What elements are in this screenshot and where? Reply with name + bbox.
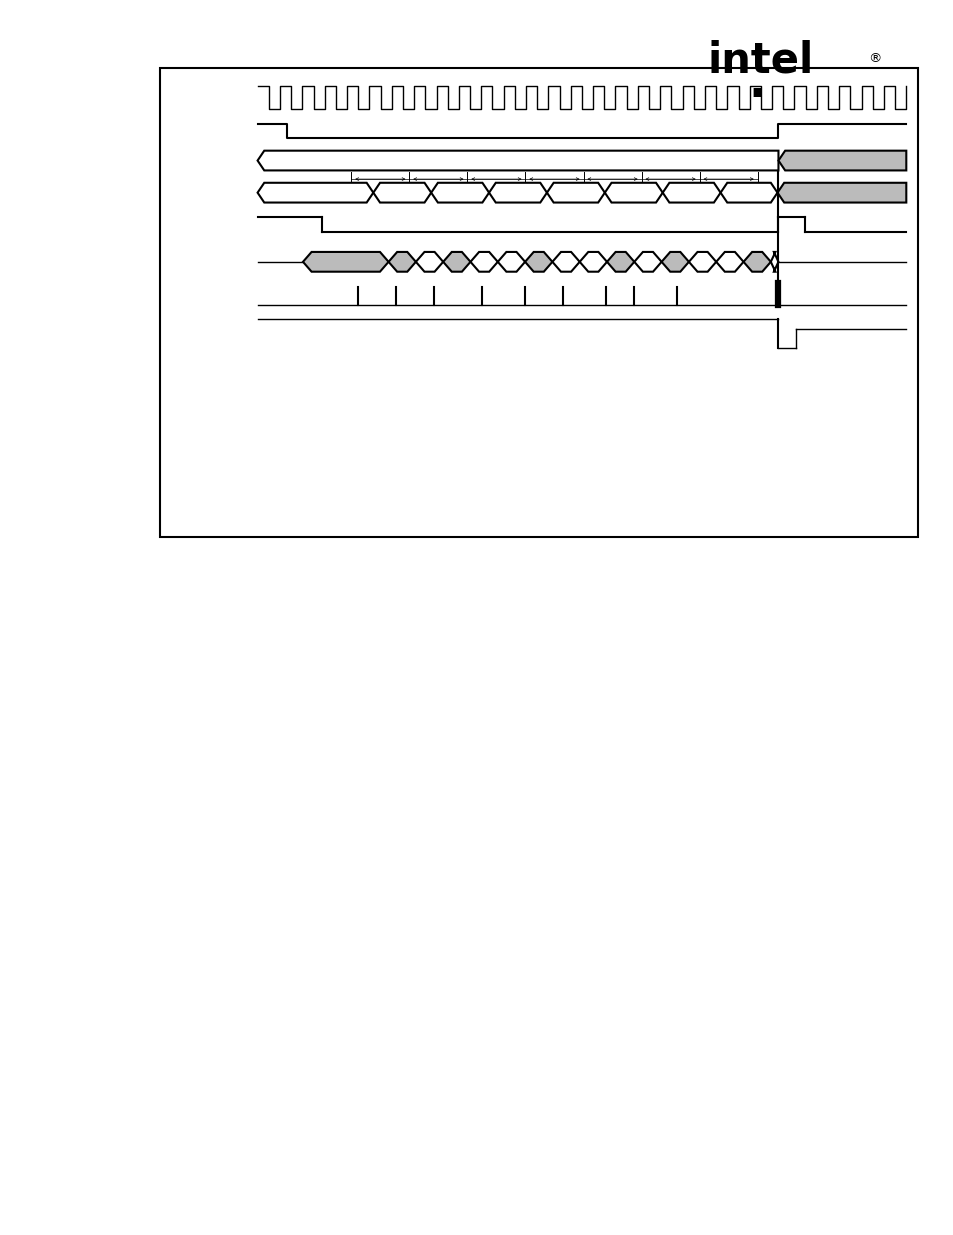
Polygon shape [257,183,373,203]
Bar [160,68,917,537]
Polygon shape [416,252,443,272]
Text: intel: intel [707,40,813,82]
Polygon shape [373,183,431,203]
Text: .: . [747,62,764,106]
Polygon shape [661,252,688,272]
Polygon shape [303,252,388,272]
Polygon shape [720,183,777,203]
Polygon shape [443,252,470,272]
Polygon shape [770,252,778,272]
Polygon shape [777,183,905,203]
Polygon shape [489,183,546,203]
Polygon shape [552,252,579,272]
Polygon shape [524,252,552,272]
Polygon shape [546,183,604,203]
Polygon shape [470,252,497,272]
Polygon shape [778,151,905,170]
Polygon shape [497,252,524,272]
Text: ®: ® [867,52,881,65]
Polygon shape [257,151,778,170]
Polygon shape [388,252,416,272]
Polygon shape [688,252,716,272]
Polygon shape [606,252,634,272]
Polygon shape [742,252,770,272]
Polygon shape [579,252,606,272]
Polygon shape [431,183,489,203]
Polygon shape [634,252,661,272]
Polygon shape [604,183,662,203]
Polygon shape [662,183,720,203]
Polygon shape [716,252,742,272]
